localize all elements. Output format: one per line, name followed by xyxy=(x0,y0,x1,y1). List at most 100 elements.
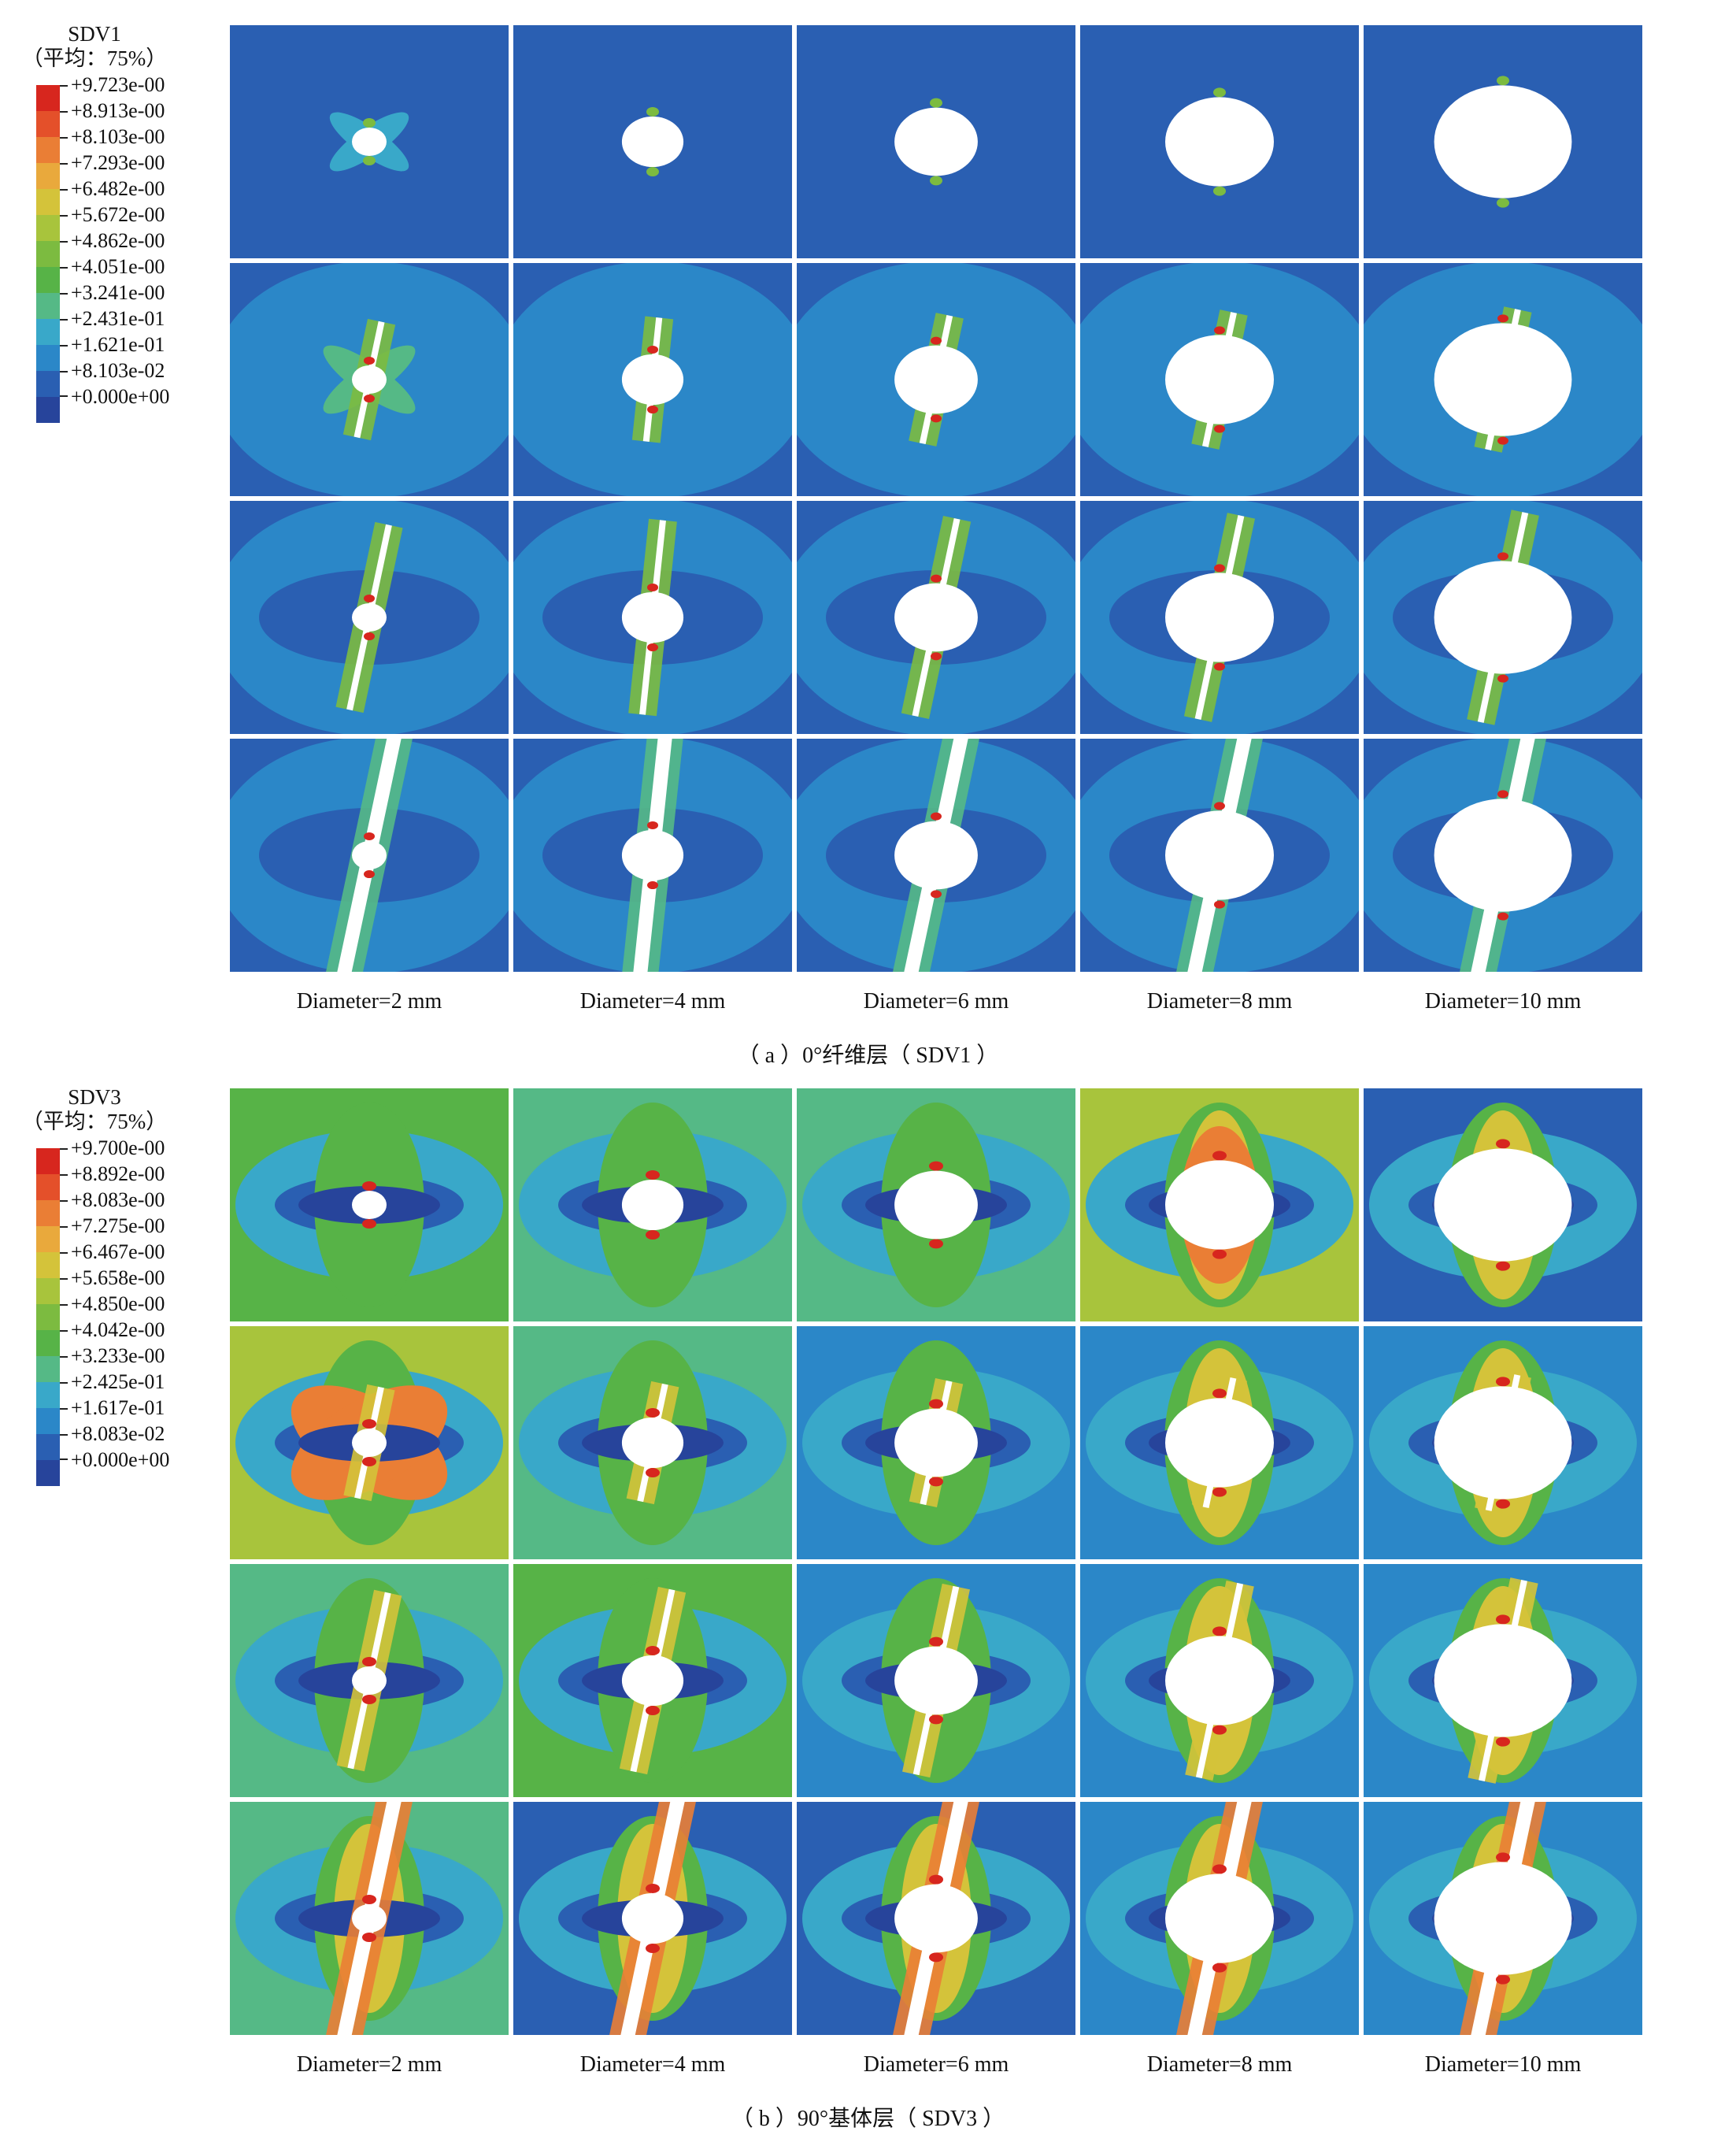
color-scale: +9.700e-00 +8.892e-00 +8.083e-00 +7.275e-00… xyxy=(16,1137,232,1486)
contour-plot xyxy=(1364,1564,1642,1797)
column-label: Diameter=10 mm xyxy=(1424,2052,1582,2077)
legend-tick xyxy=(60,215,68,217)
legend-value: +9.723e-00 xyxy=(71,73,165,96)
legend-value: +9.700e-00 xyxy=(71,1136,165,1159)
legend-value: +2.431e-01 xyxy=(71,307,165,330)
legend-tick xyxy=(60,1356,68,1358)
column-label: Diameter=6 mm xyxy=(863,2052,1009,2077)
contour-plot xyxy=(797,1802,1075,2035)
legend-value: +2.425e-01 xyxy=(71,1370,165,1393)
contour-plot xyxy=(1364,501,1642,734)
legend-value: +1.617e-01 xyxy=(71,1396,165,1419)
legend-tick xyxy=(60,371,68,372)
legend-value: +4.051e-00 xyxy=(71,255,165,278)
legend-value: +6.467e-00 xyxy=(71,1240,165,1263)
legend-subtitle: （平均：75%） xyxy=(21,46,168,70)
legend-tick xyxy=(60,1148,68,1150)
legend-tick xyxy=(60,1252,68,1254)
contour-plot xyxy=(513,1326,792,1559)
legend-tick xyxy=(60,1382,68,1384)
panel-a: SDV1 （平均：75%） +9.723e-00 +8.913e-00 +8.103… xyxy=(0,0,1736,1071)
legend-tick xyxy=(60,1304,68,1306)
legend-tick xyxy=(60,345,68,347)
legend-tick xyxy=(60,1226,68,1228)
legend-tick xyxy=(60,85,68,87)
column-label: Diameter=6 mm xyxy=(863,989,1009,1014)
contour-plot xyxy=(797,263,1075,496)
legend-tick xyxy=(60,163,68,165)
legend-tick xyxy=(60,1408,68,1410)
legend-sdv1: SDV1 （平均：75%） +9.723e-00 +8.913e-00 +8.103… xyxy=(16,22,232,423)
legend-tick xyxy=(60,111,68,113)
legend-swatch xyxy=(36,1356,60,1382)
contour-plot xyxy=(797,1326,1075,1559)
contour-plot xyxy=(1080,501,1359,734)
contour-plot xyxy=(1364,1088,1642,1321)
legend-swatch xyxy=(36,1226,60,1252)
contour-plot xyxy=(230,739,509,972)
contour-plot xyxy=(513,1564,792,1797)
legend-value: +8.083e-00 xyxy=(71,1188,165,1211)
legend-swatch xyxy=(36,1434,60,1460)
contour-plot xyxy=(230,263,509,496)
legend-value: +3.233e-00 xyxy=(71,1344,165,1367)
contour-plot xyxy=(1364,739,1642,972)
legend-swatch xyxy=(36,1252,60,1278)
legend-value: +5.658e-00 xyxy=(71,1266,165,1289)
color-scale: +9.723e-00 +8.913e-00 +8.103e-00 +7.293e-00… xyxy=(16,74,232,423)
legend-swatch xyxy=(36,189,60,215)
panel-caption: （ b ）90°基体层（ SDV3 ） xyxy=(731,2107,1005,2131)
contour-plot xyxy=(1364,263,1642,496)
legend-value: +8.083e-02 xyxy=(71,1422,165,1445)
legend-value: +8.103e-00 xyxy=(71,125,165,148)
contour-plot xyxy=(1364,25,1642,258)
contour-plot xyxy=(1080,1802,1359,2035)
contour-plot xyxy=(230,1326,509,1559)
legend-title: SDV3 xyxy=(68,1085,121,1109)
legend-swatch xyxy=(36,215,60,241)
legend-value: +8.913e-00 xyxy=(71,99,165,122)
legend-value: +7.293e-00 xyxy=(71,151,165,174)
legend-tick xyxy=(60,137,68,139)
contour-plot xyxy=(230,1088,509,1321)
contour-plot xyxy=(230,1564,509,1797)
legend-tick xyxy=(60,1330,68,1332)
legend-value: +0.000e+00 xyxy=(71,385,170,408)
legend-value: +4.042e-00 xyxy=(71,1318,165,1341)
contour-plot xyxy=(513,25,792,258)
legend-swatch xyxy=(36,371,60,397)
contour-plot xyxy=(1364,1326,1642,1559)
legend-value: +8.892e-00 xyxy=(71,1162,165,1185)
legend-tick xyxy=(60,395,68,397)
legend-tick xyxy=(60,1174,68,1176)
contour-plot xyxy=(797,1564,1075,1797)
legend-value: +7.275e-00 xyxy=(71,1214,165,1237)
legend-tick xyxy=(60,1458,68,1460)
legend-swatch xyxy=(36,1148,60,1174)
legend-swatch xyxy=(36,1330,60,1356)
contour-plot xyxy=(1080,1326,1359,1559)
legend-value: +4.862e-00 xyxy=(71,229,165,252)
legend-swatch xyxy=(36,267,60,293)
legend-tick xyxy=(60,1278,68,1280)
contour-plot xyxy=(513,739,792,972)
legend-tick xyxy=(60,267,68,269)
contour-plot xyxy=(1080,263,1359,496)
contour-plot xyxy=(1080,1564,1359,1797)
legend-swatch xyxy=(36,319,60,345)
contour-plot xyxy=(797,501,1075,734)
contour-plot xyxy=(797,1088,1075,1321)
legend-title: SDV1 xyxy=(68,22,121,46)
legend-swatch xyxy=(36,397,60,423)
column-label: Diameter=4 mm xyxy=(579,989,726,1014)
legend-value: +5.672e-00 xyxy=(71,203,165,226)
contour-plot xyxy=(797,739,1075,972)
contour-plot xyxy=(513,501,792,734)
contour-plot xyxy=(1080,739,1359,972)
contour-plot xyxy=(230,501,509,734)
legend-swatch xyxy=(36,163,60,189)
legend-swatch xyxy=(36,1382,60,1408)
legend-swatch xyxy=(36,1200,60,1226)
legend-swatch xyxy=(36,137,60,163)
legend-value: +8.103e-02 xyxy=(71,359,165,382)
